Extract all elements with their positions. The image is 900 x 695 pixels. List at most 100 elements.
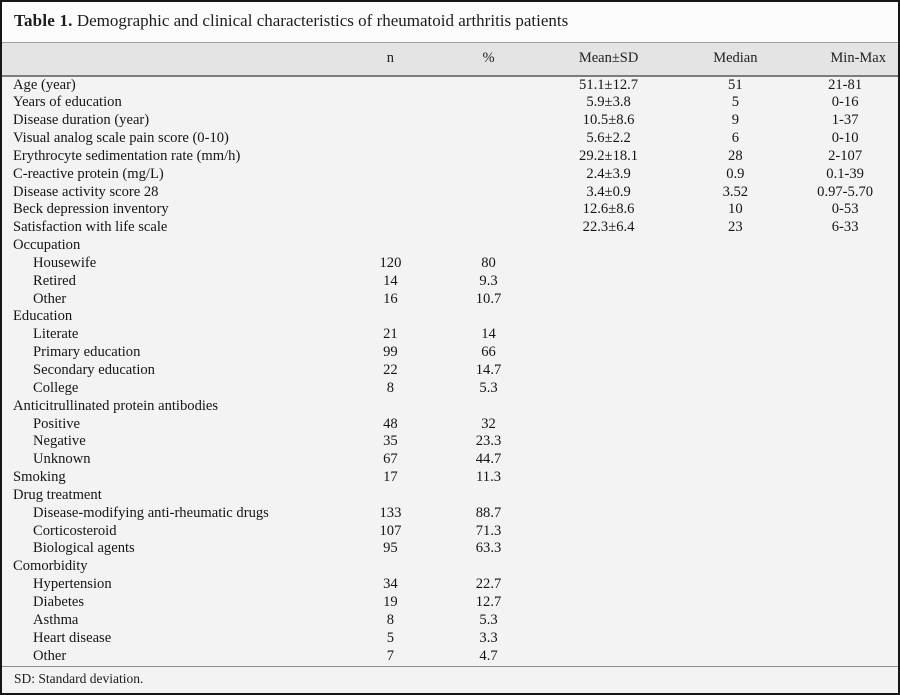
cell-mean-sd <box>539 291 679 309</box>
cell-n: 48 <box>383 415 398 432</box>
row-label: Age (year) <box>13 76 76 93</box>
cell-min-max: 0.97-5.70 <box>817 183 874 200</box>
cell-min-max <box>792 648 898 666</box>
cell-pct <box>438 308 538 326</box>
col-header-pct: % <box>438 42 539 77</box>
cell-min-max <box>792 558 898 576</box>
cell-median <box>678 594 792 612</box>
table-row: Occupation <box>2 237 898 255</box>
cell-n: 8 <box>386 379 395 396</box>
table-row: Visual analog scale pain score (0-10) 5.… <box>2 130 898 148</box>
table-row: Education <box>2 308 898 326</box>
cell-mean-sd: 2.4±3.9 <box>586 165 631 182</box>
row-label: Smoking <box>13 469 66 486</box>
cell-min-max <box>792 326 898 344</box>
cell-n: 95 <box>383 540 398 557</box>
row-label: Other <box>33 647 67 664</box>
row-label: Housewife <box>33 254 97 271</box>
cell-pct: 44.7 <box>475 451 502 468</box>
cell-pct <box>438 201 538 219</box>
cell-pct: 5.3 <box>479 611 498 628</box>
cell-pct <box>438 94 538 112</box>
cell-mean-sd <box>539 469 679 487</box>
cell-min-max <box>792 255 898 273</box>
cell-n: 14 <box>383 272 398 289</box>
row-label: Heart disease <box>33 629 112 646</box>
cell-mean-sd <box>539 433 679 451</box>
cell-min-max <box>792 540 898 558</box>
cell-n <box>342 308 438 326</box>
cell-mean-sd <box>539 362 679 380</box>
row-label: Literate <box>33 326 79 343</box>
cell-n <box>342 487 438 505</box>
cell-median <box>678 308 792 326</box>
cell-n <box>342 237 438 255</box>
table-row: Biological agents 95 63.3 <box>2 540 898 558</box>
cell-median <box>678 237 792 255</box>
cell-mean-sd <box>539 505 679 523</box>
cell-mean-sd <box>539 308 679 326</box>
col-header-label <box>2 42 343 77</box>
table-row: Housewife 120 80 <box>2 255 898 273</box>
cell-min-max <box>792 487 898 505</box>
cell-median: 6 <box>731 130 739 147</box>
cell-pct <box>438 112 538 130</box>
cell-pct: 12.7 <box>475 593 502 610</box>
cell-min-max <box>792 505 898 523</box>
row-label: Primary education <box>33 344 141 361</box>
cell-n: 5 <box>386 629 395 646</box>
table-body: Age (year) 51.1±12.7 51 21-81 Years of e… <box>2 76 898 666</box>
row-label: College <box>33 379 79 396</box>
table-row: Disease duration (year) 10.5±8.6 9 1-37 <box>2 112 898 130</box>
cell-median: 28 <box>728 147 743 164</box>
cell-mean-sd <box>539 612 679 630</box>
cell-n <box>342 558 438 576</box>
cell-median <box>678 576 792 594</box>
cell-median <box>678 362 792 380</box>
col-header-median: Median <box>678 42 793 77</box>
cell-mean-sd <box>539 416 679 434</box>
cell-mean-sd: 3.4±0.9 <box>586 183 631 200</box>
row-label: Satisfaction with life scale <box>13 219 168 236</box>
row-label: Comorbidity <box>13 558 88 575</box>
cell-median <box>678 326 792 344</box>
cell-median: 3.52 <box>722 183 749 200</box>
cell-pct: 5.3 <box>479 379 498 396</box>
cell-min-max <box>792 594 898 612</box>
cell-n: 8 <box>386 611 395 628</box>
cell-min-max <box>792 576 898 594</box>
table-row: Satisfaction with life scale 22.3±6.4 23… <box>2 219 898 237</box>
cell-min-max: 2-107 <box>828 147 863 164</box>
table-number: Table 1. <box>14 11 73 30</box>
cell-mean-sd <box>539 487 679 505</box>
cell-pct: 23.3 <box>475 433 502 450</box>
cell-n <box>342 166 438 184</box>
cell-median <box>678 255 792 273</box>
cell-min-max <box>792 291 898 309</box>
row-label: Disease duration (year) <box>13 112 150 129</box>
cell-mean-sd <box>539 576 679 594</box>
cell-mean-sd <box>539 398 679 416</box>
cell-median <box>678 648 792 666</box>
row-label: Education <box>13 308 73 325</box>
cell-n: 35 <box>383 433 398 450</box>
cell-mean-sd <box>539 558 679 576</box>
cell-pct: 88.7 <box>475 504 502 521</box>
row-label: Positive <box>33 415 81 432</box>
table-row: Other 16 10.7 <box>2 291 898 309</box>
table-row: C-reactive protein (mg/L) 2.4±3.9 0.9 0.… <box>2 166 898 184</box>
cell-median <box>678 487 792 505</box>
cell-min-max <box>792 237 898 255</box>
cell-n: 21 <box>383 326 398 343</box>
row-label: Secondary education <box>33 362 155 378</box>
cell-pct: 4.7 <box>479 647 498 664</box>
cell-n <box>342 76 438 95</box>
cell-min-max <box>792 362 898 380</box>
cell-median: 0.9 <box>726 165 745 182</box>
table-row: Diabetes 19 12.7 <box>2 594 898 612</box>
cell-median <box>678 558 792 576</box>
row-label: Erythrocyte sedimentation rate (mm/h) <box>13 147 241 164</box>
cell-n <box>342 201 438 219</box>
cell-n: 16 <box>383 290 398 307</box>
cell-min-max <box>792 630 898 648</box>
